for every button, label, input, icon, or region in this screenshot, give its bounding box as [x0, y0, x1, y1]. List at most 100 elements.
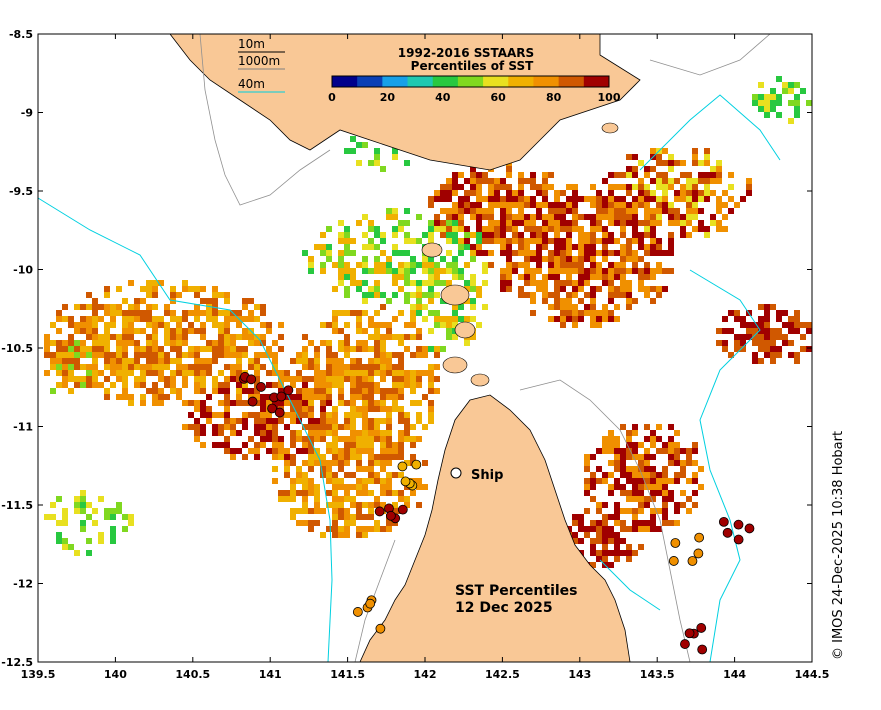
island — [440, 284, 470, 306]
observation-marker — [400, 476, 411, 487]
isobath-1000m — [649, 33, 771, 76]
y-tick-label: -10 — [13, 264, 33, 277]
land-layer — [169, 33, 641, 663]
observation-marker — [283, 385, 294, 396]
observation-marker — [274, 407, 285, 418]
y-tick-label: -12 — [13, 578, 33, 591]
contour-label-1000m: 1000m — [238, 54, 280, 68]
observation-marker — [411, 459, 422, 470]
colorbar-segment — [457, 76, 484, 87]
x-tick-label: 142.5 — [485, 668, 520, 681]
x-tick-label: 141 — [259, 668, 282, 681]
isobath-40m — [37, 197, 333, 663]
colorbar-segment — [432, 76, 459, 87]
colorbar-title-line1: 1992-2016 SSTAARS — [398, 46, 534, 60]
y-tick-label: -9 — [21, 107, 33, 120]
observation-marker — [733, 519, 744, 530]
observation-marker — [375, 623, 386, 634]
observation-marker — [246, 374, 257, 385]
y-axis: -8.5 -9 -9.5 -10 -10.5 -11 -11.5 -12 -12.5 — [1, 28, 812, 669]
island — [442, 356, 468, 374]
sst-percentile-field — [44, 76, 812, 568]
colorbar — [331, 75, 610, 88]
x-tick-label: 144 — [723, 668, 746, 681]
observation-marker — [352, 607, 363, 617]
observation-marker — [385, 510, 396, 521]
x-tick-label: 144.5 — [795, 668, 830, 681]
isobath-40m — [689, 269, 761, 663]
isobath-1000m — [519, 379, 691, 663]
observation-marker — [267, 403, 277, 414]
x-axis: 139.5 140 140.5 141 141.5 142 142.5 143 143.5 144… — [21, 34, 830, 681]
observation-marker — [668, 556, 679, 566]
colorbar-segment — [357, 76, 383, 87]
isobath-40m — [599, 559, 661, 611]
island — [470, 373, 490, 387]
x-tick-label: 139.5 — [21, 668, 56, 681]
colorbar-tick-label: 0 — [328, 91, 336, 104]
observation-marker — [256, 382, 266, 392]
y-tick-label: -10.5 — [1, 342, 33, 355]
credit-label: © IMOS 24-Dec-2025 10:38 Hobart — [831, 431, 846, 660]
x-tick-label: 141.5 — [330, 668, 365, 681]
colorbar-tick-label: 60 — [491, 91, 507, 104]
ship-marker: Ship — [450, 467, 503, 483]
observation-marker — [696, 623, 707, 633]
colorbar-ticks: 0 20 40 60 80 100 — [328, 91, 621, 104]
observation-marker — [744, 523, 755, 534]
isobath-1000m — [199, 33, 331, 206]
observation-marker — [718, 516, 729, 527]
contour-legend: 10m 1000m 40m — [238, 37, 285, 93]
colorbar-segment — [533, 76, 560, 87]
colorbar-segment — [483, 76, 509, 87]
observation-marker — [687, 556, 698, 566]
colorbar-tick-label: 80 — [546, 91, 562, 104]
colorbar-segment — [407, 76, 434, 87]
observation-marker — [680, 639, 690, 649]
observation-marker — [693, 548, 704, 559]
observation-marker — [722, 527, 733, 538]
observation-marker — [694, 532, 705, 543]
colorbar-segment — [558, 76, 585, 87]
colorbar-tick-label: 40 — [435, 91, 451, 104]
observation-marker — [276, 391, 287, 402]
observation-marker — [697, 644, 708, 655]
island — [421, 242, 443, 258]
x-tick-label: 143.5 — [640, 668, 675, 681]
x-tick-label: 140 — [104, 668, 127, 681]
observation-marker — [397, 461, 408, 472]
colorbar-legend: 1992-2016 SSTAARS Percentiles of SST 0 20… — [328, 46, 621, 104]
colorbar-title-line2: Percentiles of SST — [411, 59, 534, 73]
new-guinea-landmass — [169, 33, 641, 171]
y-tick-label: -12.5 — [1, 656, 33, 669]
isobath-layer — [37, 33, 781, 663]
observation-marker — [365, 598, 376, 609]
x-tick-label: 140.5 — [175, 668, 210, 681]
observation-marker — [247, 396, 258, 407]
y-tick-label: -11.5 — [1, 499, 33, 512]
observation-marker — [684, 628, 695, 639]
colorbar-segment — [508, 76, 534, 87]
colorbar-tick-label: 100 — [598, 91, 621, 104]
product-label: SST Percentiles — [455, 583, 578, 599]
colorbar-border — [331, 75, 610, 88]
y-tick-label: -9.5 — [9, 185, 33, 198]
x-tick-label: 142 — [414, 668, 437, 681]
observation-marker — [397, 504, 408, 515]
observation-markers — [238, 371, 755, 655]
isobath-40m — [639, 94, 781, 171]
contour-label-10m: 10m — [238, 37, 265, 51]
colorbar-segment — [583, 76, 610, 87]
date-label: 12 Dec 2025 — [455, 600, 553, 616]
y-tick-label: -11 — [13, 421, 33, 434]
colorbar-segment — [332, 76, 358, 87]
contour-label-40m: 40m — [238, 77, 265, 91]
island — [601, 122, 619, 134]
observation-marker — [374, 506, 385, 517]
observation-marker — [733, 534, 744, 545]
x-tick-label: 143 — [568, 668, 591, 681]
island — [454, 321, 476, 339]
observation-marker — [670, 538, 681, 548]
ship-label: Ship — [471, 468, 503, 483]
